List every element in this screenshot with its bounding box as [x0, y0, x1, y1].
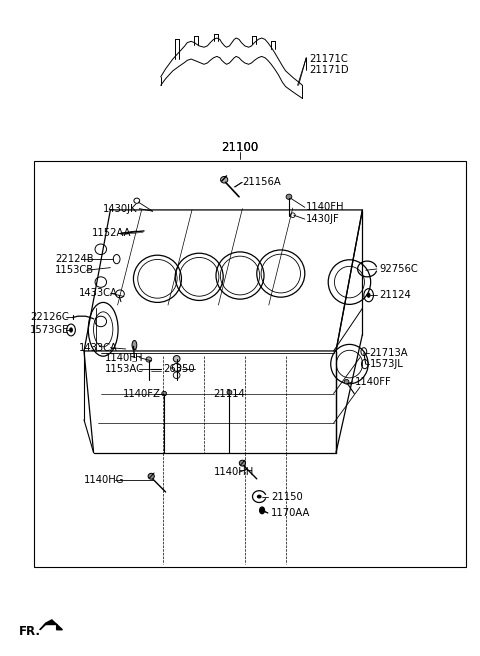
- Text: 1433CA: 1433CA: [79, 342, 118, 353]
- Text: 21156A: 21156A: [242, 177, 281, 188]
- Ellipse shape: [146, 357, 152, 362]
- Ellipse shape: [220, 176, 228, 183]
- Text: 1140FH: 1140FH: [105, 352, 143, 363]
- Ellipse shape: [227, 390, 232, 395]
- Ellipse shape: [344, 379, 349, 384]
- Text: 1152AA: 1152AA: [92, 228, 132, 238]
- Text: 1433CA: 1433CA: [79, 288, 118, 298]
- Ellipse shape: [257, 495, 262, 499]
- Text: 21100: 21100: [221, 141, 259, 154]
- Text: 21171C: 21171C: [310, 54, 348, 64]
- Text: 1140FH: 1140FH: [306, 202, 345, 213]
- Text: 21171D: 21171D: [310, 65, 349, 75]
- Bar: [34, 161, 466, 567]
- Text: 1573JL: 1573JL: [370, 359, 403, 369]
- Text: 21124: 21124: [379, 290, 411, 300]
- Text: 1140FF: 1140FF: [355, 377, 392, 387]
- Ellipse shape: [162, 391, 167, 396]
- Circle shape: [367, 293, 371, 298]
- Text: 22126C: 22126C: [30, 312, 69, 322]
- Text: 21114: 21114: [214, 388, 245, 399]
- Ellipse shape: [239, 461, 246, 466]
- Ellipse shape: [132, 340, 137, 350]
- Text: 92756C: 92756C: [379, 264, 418, 274]
- Text: 1430JF: 1430JF: [306, 214, 340, 224]
- Text: 1153AC: 1153AC: [105, 363, 144, 374]
- Circle shape: [260, 507, 264, 514]
- Text: 1170AA: 1170AA: [271, 508, 311, 518]
- Text: 22124B: 22124B: [55, 254, 94, 264]
- Text: 21100: 21100: [221, 141, 259, 154]
- Text: 26350: 26350: [163, 363, 195, 374]
- Polygon shape: [40, 620, 62, 630]
- Text: 1140FZ: 1140FZ: [122, 388, 160, 399]
- Text: 1153CB: 1153CB: [55, 265, 95, 276]
- Text: 21150: 21150: [271, 491, 303, 502]
- Text: 21713A: 21713A: [370, 348, 408, 358]
- Text: FR.: FR.: [19, 625, 41, 638]
- Ellipse shape: [173, 356, 180, 362]
- Text: 1573GE: 1573GE: [30, 325, 69, 335]
- Text: 1430JK: 1430JK: [103, 203, 138, 214]
- Ellipse shape: [148, 474, 155, 479]
- Text: 1140HH: 1140HH: [214, 467, 254, 478]
- Text: 1140HG: 1140HG: [84, 475, 124, 485]
- Circle shape: [69, 327, 73, 333]
- Ellipse shape: [286, 194, 292, 199]
